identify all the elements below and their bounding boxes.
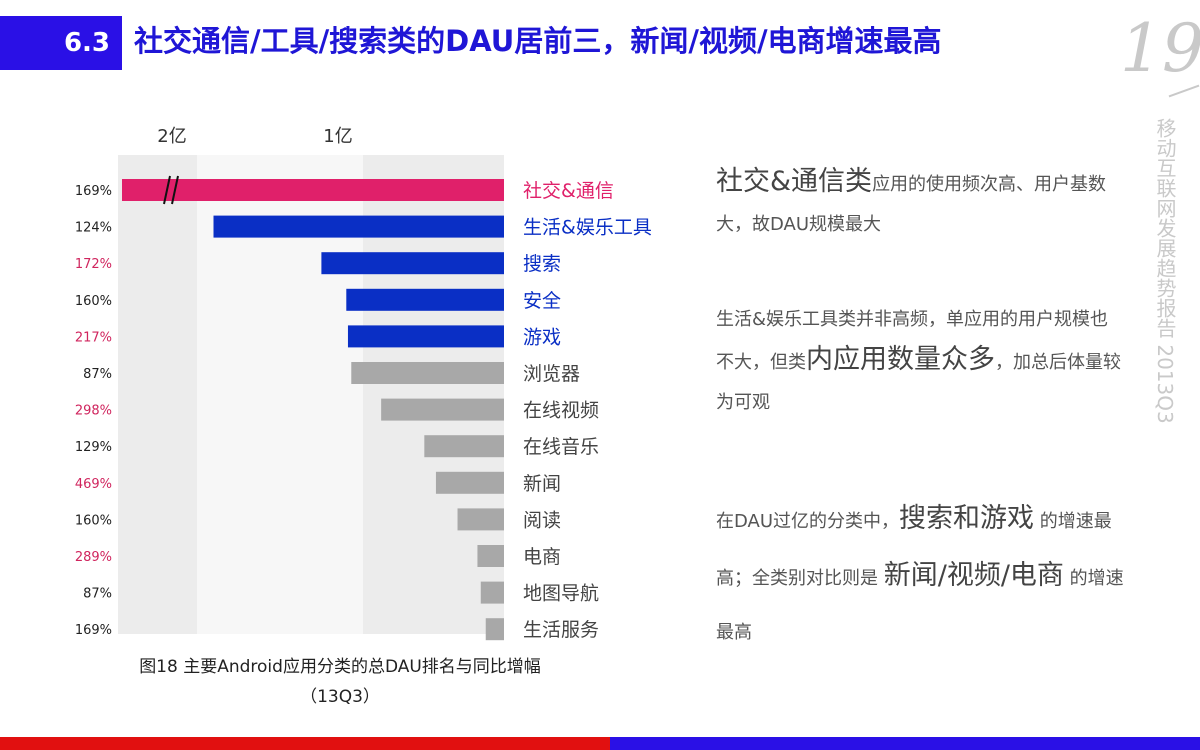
bar bbox=[351, 362, 504, 384]
axis-break-mark bbox=[163, 175, 171, 205]
page-number: 19 bbox=[1120, 10, 1200, 87]
bar bbox=[457, 508, 504, 531]
category-label: 搜索 bbox=[523, 253, 561, 275]
growth-label: 124% bbox=[75, 221, 112, 236]
plot-band bbox=[118, 155, 197, 634]
note-tools: 生活&娱乐工具类并非高频，单应用的用户规模也不大，但类内应用数量众多，加总后体量… bbox=[716, 300, 1126, 423]
category-label: 在线视频 bbox=[523, 400, 599, 422]
report-side-title: 移动互联网发展趋势报告 2013Q3 bbox=[1153, 118, 1177, 424]
footer-bar-blue bbox=[610, 737, 1200, 750]
note-growth-text-3: 的增速最高 bbox=[716, 568, 1124, 643]
note-growth-highlight-1: 搜索和游戏 bbox=[899, 503, 1035, 534]
note-growth-highlight-2: 新闻/视频/电商 bbox=[883, 560, 1064, 591]
category-label: 地图导航 bbox=[523, 583, 599, 605]
category-label: 游戏 bbox=[523, 326, 561, 348]
note-growth: 在DAU过亿的分类中，搜索和游戏 的增速最高；全类别对比则是 新闻/视频/电商 … bbox=[716, 492, 1126, 660]
page-title: 社交通信/工具/搜索类的DAU居前三，新闻/视频/电商增速最高 bbox=[134, 24, 942, 58]
bar bbox=[346, 288, 504, 311]
category-label: 阅读 bbox=[523, 509, 561, 531]
note-social: 社交&通信类应用的使用频次高、用户基数大，故DAU规模最大 bbox=[716, 162, 1126, 245]
category-label: 在线音乐 bbox=[523, 436, 599, 458]
growth-label: 298% bbox=[75, 404, 112, 419]
note-tools-text-2: ，加总后体量较为可观 bbox=[716, 352, 1121, 413]
category-label: 新闻 bbox=[523, 473, 561, 495]
note-tools-text-1: 生活&娱乐工具类并非高频，单应用的用户规模也不大，但类 bbox=[716, 309, 1109, 373]
growth-label: 87% bbox=[83, 587, 112, 602]
bar bbox=[477, 545, 504, 567]
growth-label: 169% bbox=[75, 623, 112, 638]
growth-label: 169% bbox=[75, 184, 112, 199]
bar bbox=[122, 179, 504, 201]
bar bbox=[424, 435, 504, 458]
category-label: 安全 bbox=[523, 290, 561, 312]
bar bbox=[381, 398, 504, 421]
footer-bar-red bbox=[0, 737, 610, 750]
axis-break-mark bbox=[171, 175, 179, 205]
section-number-badge: 6.3 bbox=[0, 16, 122, 70]
note-growth-text-1: 在DAU过亿的分类中， bbox=[716, 511, 900, 532]
note-social-text: 应用的使用频次高、用户基数大，故DAU规模最大 bbox=[716, 174, 1107, 235]
category-label: 生活&娱乐工具 bbox=[523, 217, 652, 239]
caption-line-1: 图18 主要Android应用分类的总DAU排名与同比增幅 bbox=[139, 657, 541, 677]
x-tick-label: 2亿 bbox=[157, 126, 186, 147]
category-label: 生活服务 bbox=[523, 619, 599, 641]
bar bbox=[347, 325, 504, 348]
bar bbox=[485, 618, 504, 641]
growth-label: 129% bbox=[75, 440, 112, 455]
chart-caption: 图18 主要Android应用分类的总DAU排名与同比增幅 （13Q3） bbox=[100, 652, 580, 712]
bar bbox=[435, 471, 504, 494]
dau-bar-chart: 2亿 1亿 169% 社交&通信 124% 生活&娱乐工具 172% 搜索 160% 安全 217%… bbox=[75, 126, 652, 641]
growth-label: 469% bbox=[75, 477, 112, 492]
growth-label: 87% bbox=[83, 367, 112, 382]
caption-line-2: （13Q3） bbox=[300, 687, 380, 707]
growth-label: 160% bbox=[75, 294, 112, 309]
note-tools-highlight: 内应用数量众多 bbox=[806, 344, 995, 375]
growth-label: 289% bbox=[75, 550, 112, 565]
category-label: 电商 bbox=[523, 546, 561, 568]
category-label: 浏览器 bbox=[523, 363, 580, 385]
note-social-highlight: 社交&通信类 bbox=[716, 166, 873, 197]
growth-label: 160% bbox=[75, 513, 112, 528]
category-label: 社交&通信 bbox=[523, 180, 614, 202]
growth-label: 172% bbox=[75, 257, 112, 272]
bar bbox=[321, 252, 504, 275]
x-tick-label: 1亿 bbox=[323, 126, 352, 147]
note-growth-text-2: 的增速最高；全类别对比则是 bbox=[716, 511, 1112, 589]
bar bbox=[480, 581, 504, 604]
bar bbox=[213, 215, 504, 238]
growth-label: 217% bbox=[75, 330, 112, 345]
